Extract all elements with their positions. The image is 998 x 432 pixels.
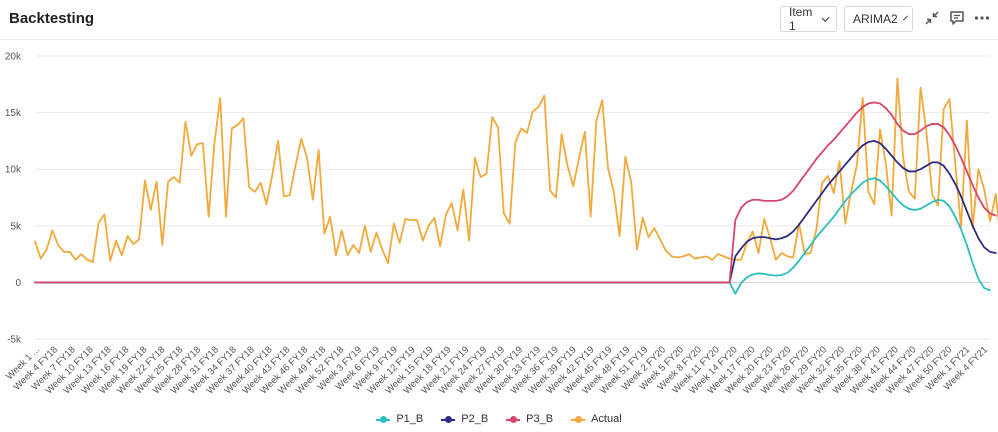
model-select[interactable]: ARIMA2 — [844, 6, 913, 32]
collapse-icon[interactable] — [922, 8, 942, 28]
backtesting-chart: -5k 0 5k 10k 15k 20k Week 1 ...Week 4 FY18Wee… — [4, 52, 998, 396]
item-select[interactable]: Item 1 — [780, 5, 837, 33]
legend-swatch — [441, 415, 456, 424]
item-select-value: Item 1 — [789, 5, 813, 33]
legend-label: P2_B — [461, 413, 489, 425]
series-line-actual — [34, 77, 998, 265]
y-tick-label: 10k — [5, 165, 22, 176]
panel-title: Backtesting — [9, 10, 95, 27]
y-tick-label: 15k — [5, 108, 22, 119]
legend-label: P1_B — [396, 413, 424, 425]
comment-icon[interactable] — [947, 8, 967, 28]
legend-swatch — [571, 415, 586, 424]
legend-swatch — [376, 415, 391, 424]
series-line-p1_b — [34, 177, 991, 295]
y-tick-label: 0 — [15, 278, 21, 289]
grid-lines — [35, 55, 990, 340]
more-icon[interactable] — [972, 8, 992, 28]
y-tick-label: 20k — [5, 52, 22, 63]
chart-legend: P1_B P2_B P3_B Actual — [0, 411, 998, 427]
legend-swatch — [506, 415, 521, 424]
series-lines — [34, 77, 998, 295]
series-line-p3_b — [34, 101, 997, 284]
y-tick-label: -5k — [7, 335, 22, 346]
legend-label: Actual — [591, 413, 622, 425]
series-line-p2_b — [34, 140, 997, 284]
panel-header: Backtesting Item 1 ARIMA2 — [0, 0, 998, 40]
legend-label: P3_B — [526, 413, 554, 425]
chevron-down-icon — [902, 15, 908, 20]
legend-item-actual[interactable]: Actual — [571, 413, 622, 425]
y-tick-label: 5k — [10, 221, 22, 232]
chevron-down-icon — [821, 13, 830, 22]
y-axis-ticks: -5k 0 5k 10k 15k 20k — [5, 52, 22, 346]
legend-item-p3_b[interactable]: P3_B — [506, 413, 553, 425]
legend-item-p2_b[interactable]: P2_B — [441, 413, 488, 425]
legend-item-p1_b[interactable]: P1_B — [376, 413, 423, 425]
model-select-value: ARIMA2 — [853, 12, 898, 26]
